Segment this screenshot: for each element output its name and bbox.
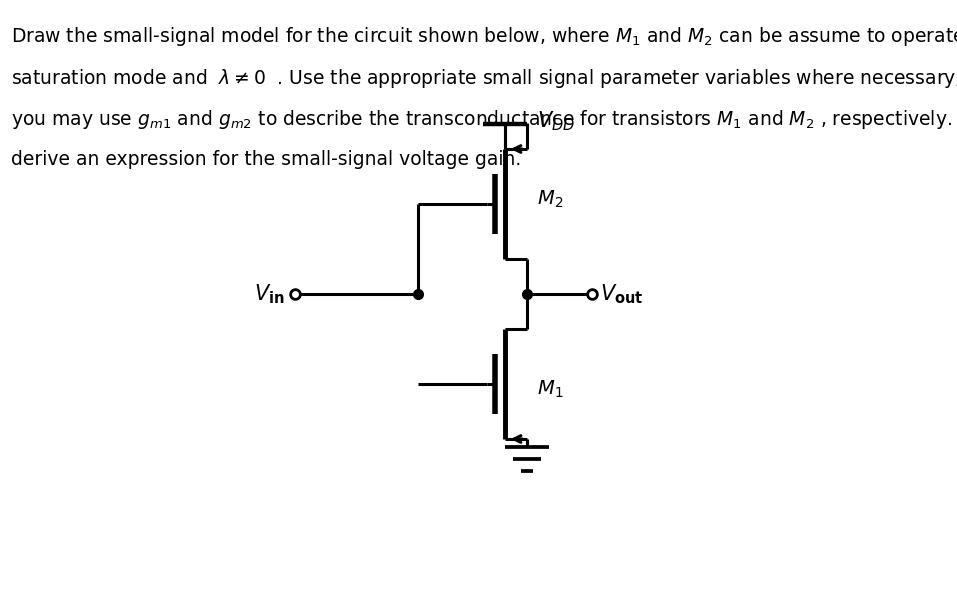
Text: derive an expression for the small-signal voltage gain.: derive an expression for the small-signa…	[11, 150, 522, 169]
Text: you may use $g_{m1}$ and $g_{m2}$ to describe the transconductance for transisto: you may use $g_{m1}$ and $g_{m2}$ to des…	[11, 108, 957, 131]
Text: $\mathbf{\mathit{M}}_1$: $\mathbf{\mathit{M}}_1$	[537, 378, 564, 400]
Text: Draw the small-signal model for the circuit shown below, where $M_1$ and $M_2$ c: Draw the small-signal model for the circ…	[11, 25, 957, 48]
Text: $\mathbf{\mathit{V}}_{\mathbf{in}}$: $\mathbf{\mathit{V}}_{\mathbf{in}}$	[255, 282, 285, 306]
Text: $\mathbf{\mathit{V}}_{\mathbf{out}}$: $\mathbf{\mathit{V}}_{\mathbf{out}}$	[600, 282, 644, 306]
Text: $\mathbf{\mathit{M}}_2$: $\mathbf{\mathit{M}}_2$	[537, 188, 564, 210]
Text: $\mathbf{\mathit{V}}_{DD}$: $\mathbf{\mathit{V}}_{DD}$	[537, 109, 575, 133]
Text: saturation mode and  $\lambda \neq 0$  . Use the appropriate small signal parame: saturation mode and $\lambda \neq 0$ . U…	[11, 67, 957, 90]
